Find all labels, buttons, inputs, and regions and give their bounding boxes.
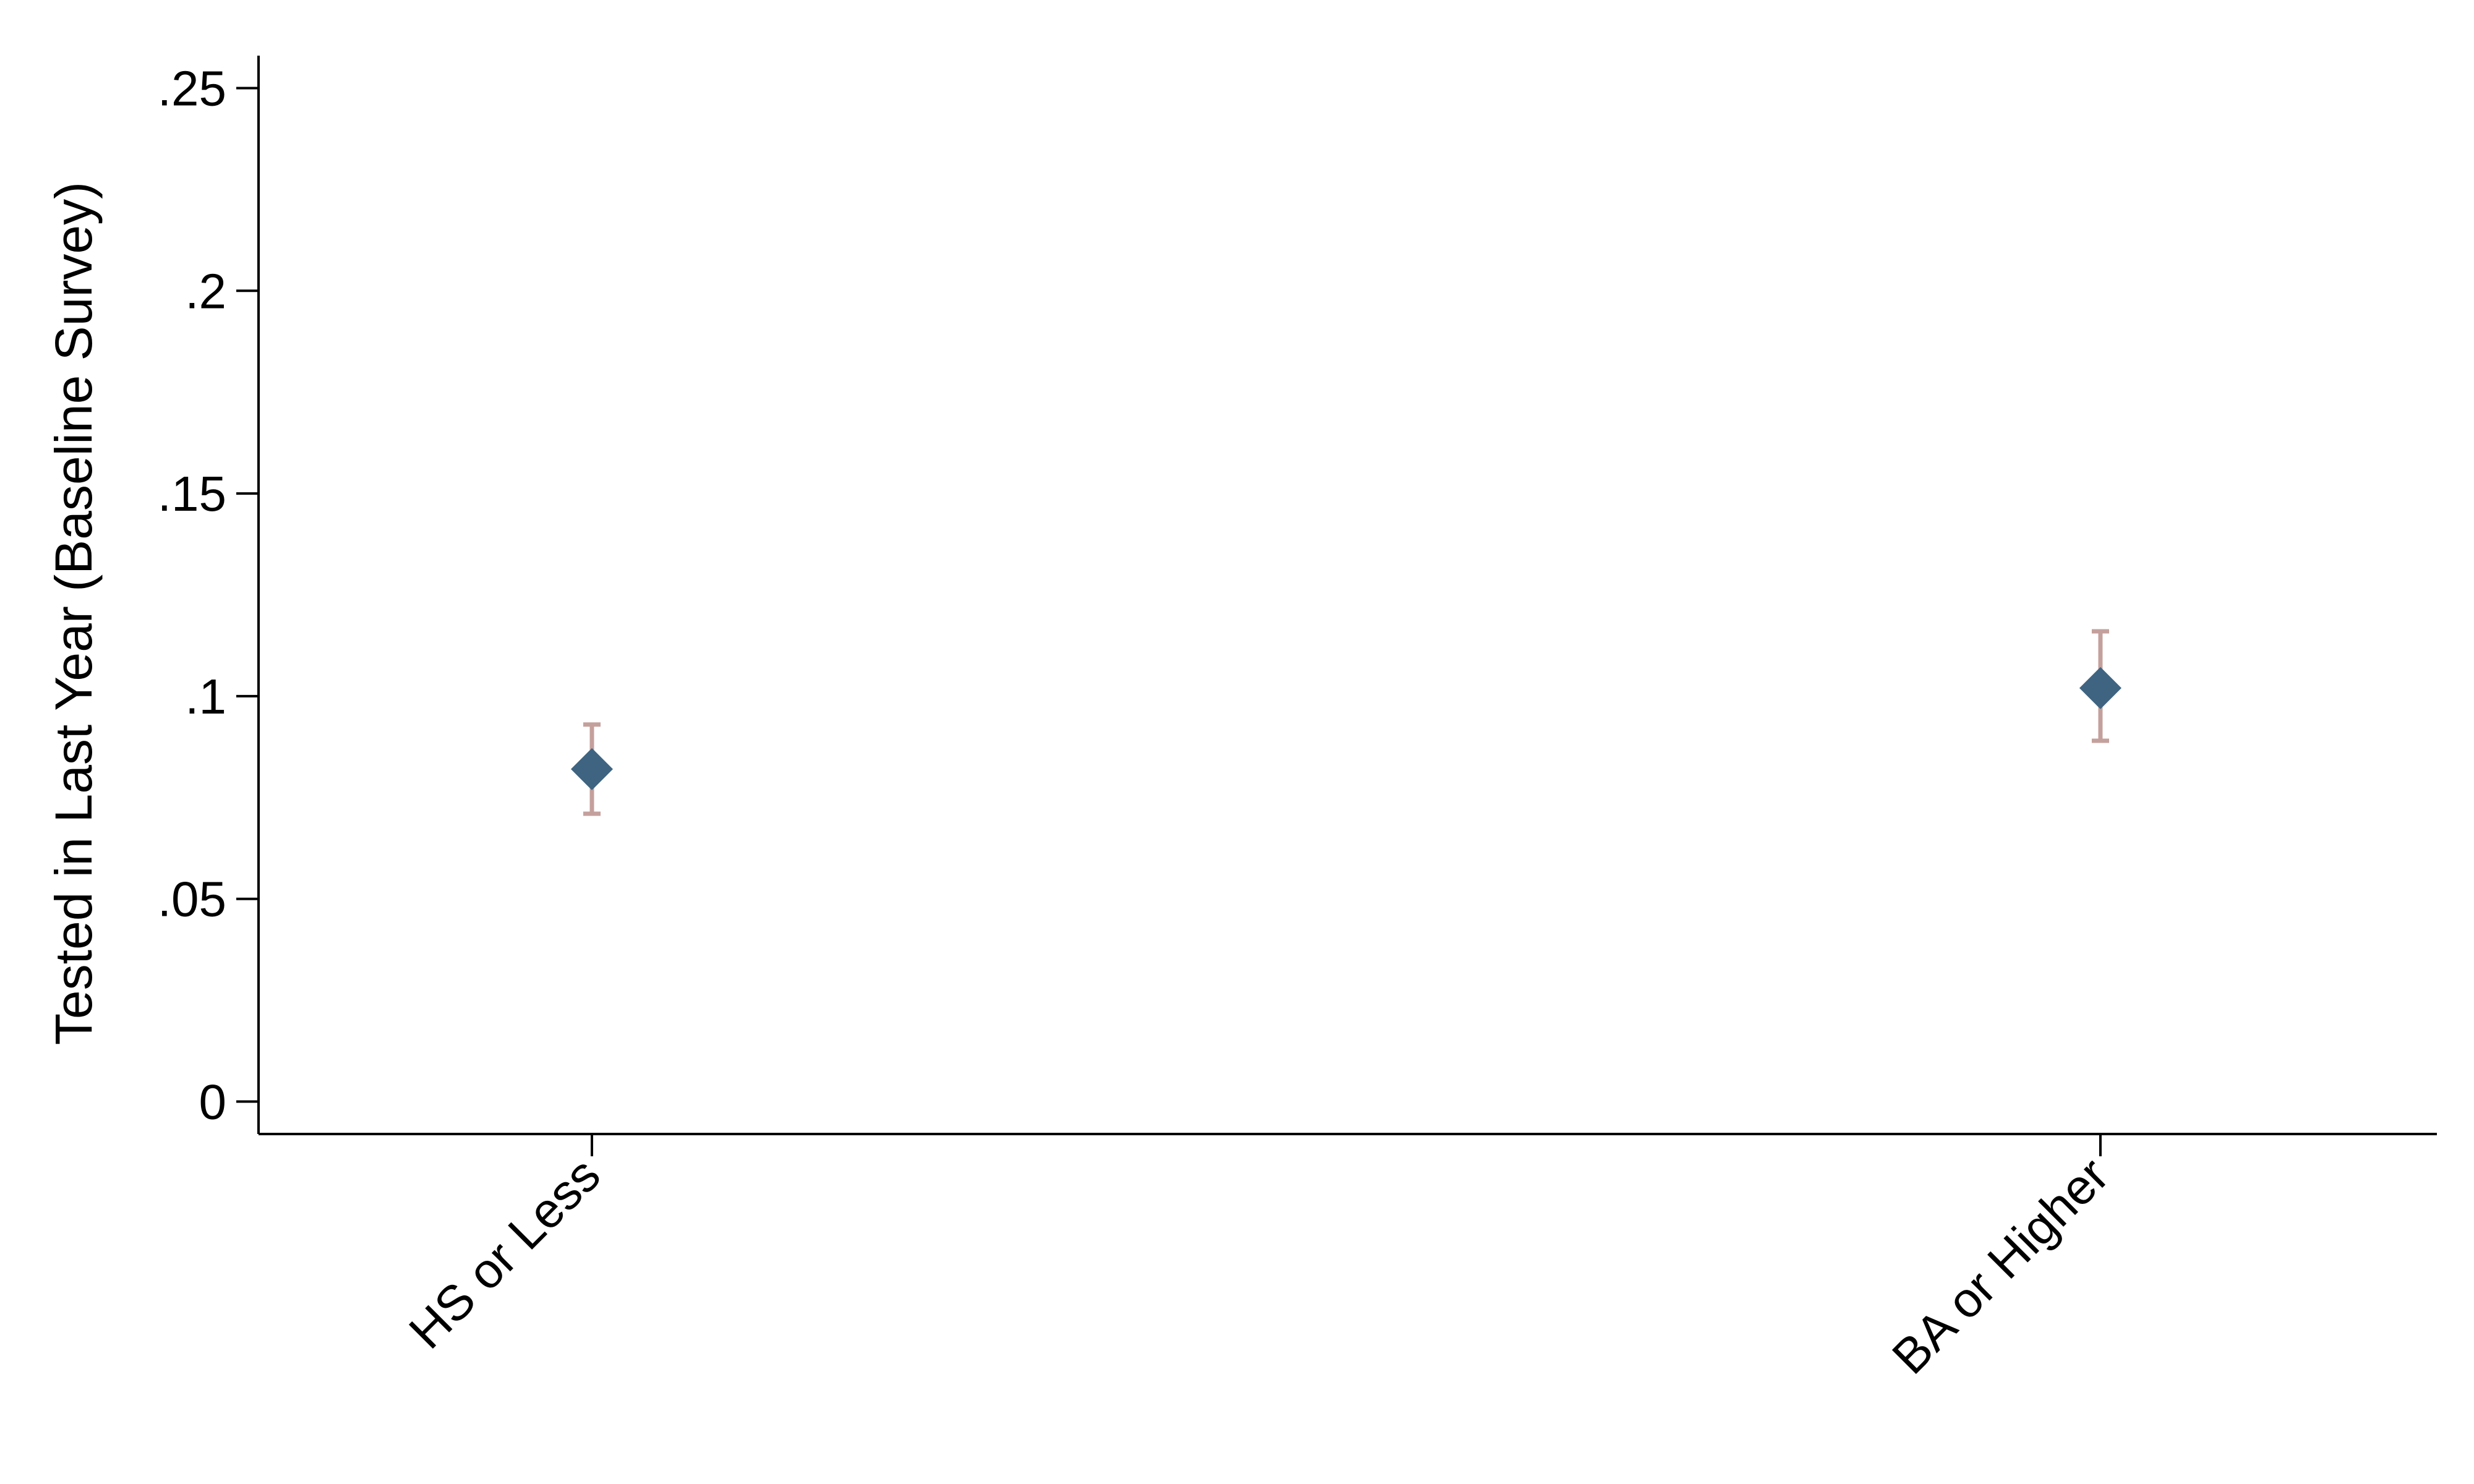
y-tick-label: .15 bbox=[158, 466, 226, 521]
y-tick-label: .25 bbox=[158, 61, 226, 116]
diamond-marker bbox=[571, 748, 613, 790]
y-ticks: 0 .05 .1 .15 .2 .25 bbox=[158, 61, 259, 1130]
x-tick-label: HS or Less bbox=[398, 1147, 610, 1359]
x-ticks: HS or Less BA or Higher bbox=[398, 1134, 2119, 1384]
point-group bbox=[571, 722, 613, 816]
diamond-marker bbox=[2079, 667, 2121, 709]
y-axis-title: Tested in Last Year (Baseline Survey) bbox=[45, 182, 103, 1045]
y-tick-label: .2 bbox=[185, 263, 226, 318]
y-tick-label: 0 bbox=[199, 1075, 227, 1130]
y-tick-label: .1 bbox=[185, 669, 226, 724]
y-tick-label: .05 bbox=[158, 872, 226, 927]
x-tick-label: BA or Higher bbox=[1881, 1147, 2119, 1384]
data-points bbox=[571, 629, 2121, 816]
point-group bbox=[2079, 629, 2121, 743]
axes bbox=[257, 56, 2437, 1135]
